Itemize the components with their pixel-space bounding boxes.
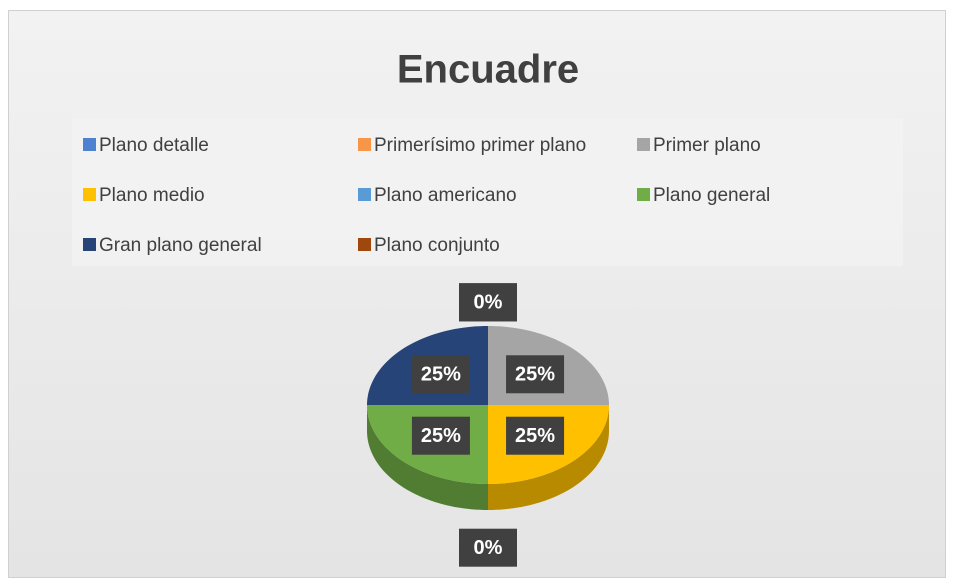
legend-swatch [83, 138, 96, 151]
legend-swatch [637, 188, 650, 201]
pie-side [488, 405, 609, 510]
legend-swatch [83, 188, 96, 201]
legend-swatch [358, 138, 371, 151]
legend-swatch [637, 138, 650, 151]
data-label-box [459, 283, 517, 322]
legend-label: Primerísimo primer plano [374, 135, 586, 156]
chart-title: Encuadre [397, 48, 579, 92]
legend-box [72, 118, 903, 266]
legend-label: Plano conjunto [374, 235, 500, 256]
legend: Plano detalle Primerísimo primer plano Pri… [83, 135, 770, 256]
data-label-box [411, 416, 470, 455]
data-label: 0% [474, 292, 503, 314]
legend-label: Plano medio [99, 185, 205, 206]
data-label-box [506, 355, 565, 394]
data-label: 25% [421, 364, 461, 386]
pie-side [367, 405, 488, 510]
data-label-box [459, 528, 517, 567]
legend-swatch [358, 188, 371, 201]
legend-label: Primer plano [653, 135, 761, 156]
legend-swatch [358, 238, 371, 251]
legend-label: Gran plano general [99, 235, 262, 256]
pie: 0%0%25%25%0%25%25%0% [367, 283, 609, 567]
legend-label: Plano detalle [99, 135, 209, 156]
data-label: 25% [515, 364, 555, 386]
data-label: 25% [515, 425, 555, 447]
legend-label: Plano americano [374, 185, 517, 206]
data-label-box [506, 416, 565, 455]
data-label: 0% [474, 537, 503, 559]
legend-swatch [83, 238, 96, 251]
legend-label: Plano general [653, 185, 770, 206]
data-label-box [411, 355, 470, 394]
data-label: 25% [421, 425, 461, 447]
